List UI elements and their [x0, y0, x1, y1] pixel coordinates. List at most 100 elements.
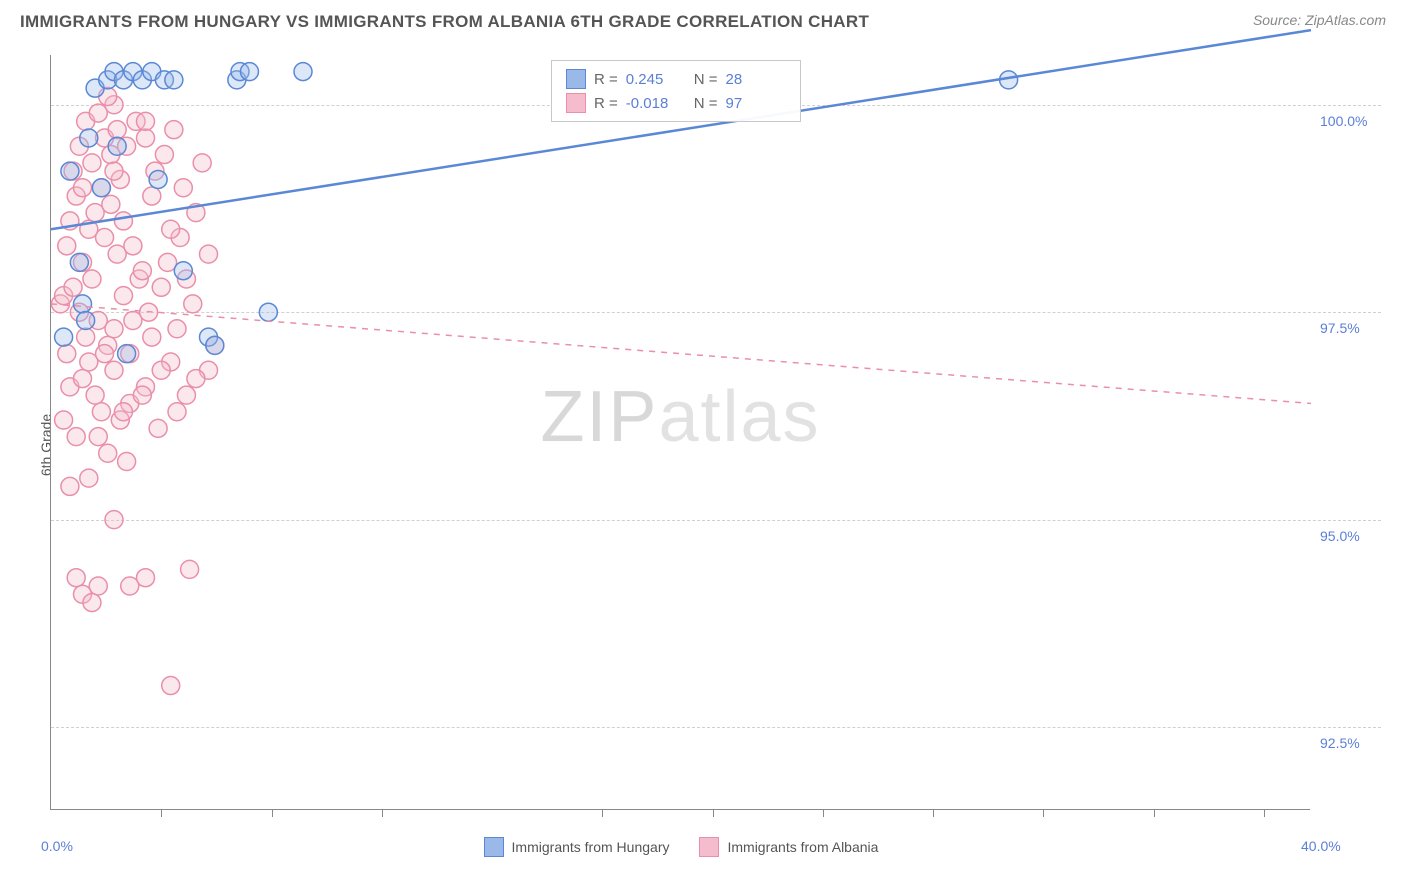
data-point: [143, 328, 161, 346]
x-tick: [1264, 809, 1265, 817]
data-point: [55, 411, 73, 429]
data-point: [200, 245, 218, 263]
data-point: [61, 162, 79, 180]
legend-item-hungary: Immigrants from Hungary: [484, 837, 670, 857]
data-point: [168, 320, 186, 338]
r-label: R =: [594, 71, 618, 88]
data-point: [152, 278, 170, 296]
data-point: [152, 361, 170, 379]
data-point: [162, 220, 180, 238]
data-point: [80, 129, 98, 147]
data-point: [168, 403, 186, 421]
data-point: [118, 453, 136, 471]
swatch-albania: [566, 93, 586, 113]
data-point: [58, 237, 76, 255]
source-attribution: Source: ZipAtlas.com: [1253, 12, 1386, 28]
data-point: [96, 229, 114, 247]
data-point: [74, 370, 92, 388]
data-point: [96, 345, 114, 363]
data-point: [162, 677, 180, 695]
data-point: [206, 336, 224, 354]
data-point: [133, 262, 151, 280]
r-label: R =: [594, 95, 618, 112]
x-tick: [823, 809, 824, 817]
y-tick-label: 92.5%: [1320, 735, 1385, 751]
data-point: [58, 345, 76, 363]
data-point: [89, 104, 107, 122]
data-point: [105, 361, 123, 379]
chart-container: 6th Grade ZIPatlas R = 0.245 N = 28 R = …: [50, 55, 1390, 835]
data-point: [259, 303, 277, 321]
data-point: [181, 560, 199, 578]
swatch-hungary: [566, 69, 586, 89]
data-point: [137, 112, 155, 130]
swatch-hungary-icon: [484, 837, 504, 857]
x-tick: [933, 809, 934, 817]
data-point: [105, 320, 123, 338]
x-tick: [713, 809, 714, 817]
data-point: [133, 386, 151, 404]
data-point: [89, 428, 107, 446]
data-point: [165, 71, 183, 89]
series-legend: Immigrants from Hungary Immigrants from …: [51, 837, 1311, 857]
data-point: [155, 146, 173, 164]
series-name-hungary: Immigrants from Hungary: [512, 839, 670, 855]
data-point: [174, 179, 192, 197]
n-label: N =: [694, 71, 718, 88]
data-point: [137, 569, 155, 587]
plot-svg: [51, 55, 1311, 810]
data-point: [74, 179, 92, 197]
series-name-albania: Immigrants from Albania: [727, 839, 878, 855]
y-tick-label: 95.0%: [1320, 528, 1385, 544]
data-point: [92, 403, 110, 421]
data-point: [108, 121, 126, 139]
trend-line: [51, 304, 1311, 404]
data-point: [77, 328, 95, 346]
n-value-albania: 97: [726, 95, 786, 112]
data-point: [114, 287, 132, 305]
data-point: [184, 295, 202, 313]
x-tick: [161, 809, 162, 817]
data-point: [105, 511, 123, 529]
data-point: [77, 311, 95, 329]
y-tick-label: 97.5%: [1320, 320, 1385, 336]
data-point: [67, 428, 85, 446]
x-tick: [602, 809, 603, 817]
data-point: [124, 311, 142, 329]
r-value-albania: -0.018: [626, 95, 686, 112]
data-point: [74, 295, 92, 313]
swatch-albania-icon: [699, 837, 719, 857]
chart-title: IMMIGRANTS FROM HUNGARY VS IMMIGRANTS FR…: [20, 12, 869, 32]
legend-item-albania: Immigrants from Albania: [699, 837, 878, 857]
data-point: [187, 370, 205, 388]
data-point: [137, 129, 155, 147]
data-point: [165, 121, 183, 139]
data-point: [64, 278, 82, 296]
correlation-legend: R = 0.245 N = 28 R = -0.018 N = 97: [551, 60, 801, 122]
data-point: [143, 187, 161, 205]
x-tick: [272, 809, 273, 817]
x-tick: [1154, 809, 1155, 817]
legend-row-hungary: R = 0.245 N = 28: [566, 67, 786, 91]
data-point: [108, 137, 126, 155]
data-point: [174, 262, 192, 280]
data-point: [80, 469, 98, 487]
data-point: [149, 419, 167, 437]
data-point: [55, 328, 73, 346]
data-point: [193, 154, 211, 172]
data-point: [124, 237, 142, 255]
data-point: [294, 63, 312, 81]
data-point: [240, 63, 258, 81]
x-tick: [382, 809, 383, 817]
data-point: [102, 195, 120, 213]
data-point: [83, 270, 101, 288]
data-point: [67, 569, 85, 587]
data-point: [114, 403, 132, 421]
data-point: [99, 444, 117, 462]
data-point: [70, 253, 88, 271]
data-point: [114, 212, 132, 230]
legend-row-albania: R = -0.018 N = 97: [566, 91, 786, 115]
data-point: [83, 154, 101, 172]
data-point: [149, 170, 167, 188]
x-tick: [1043, 809, 1044, 817]
